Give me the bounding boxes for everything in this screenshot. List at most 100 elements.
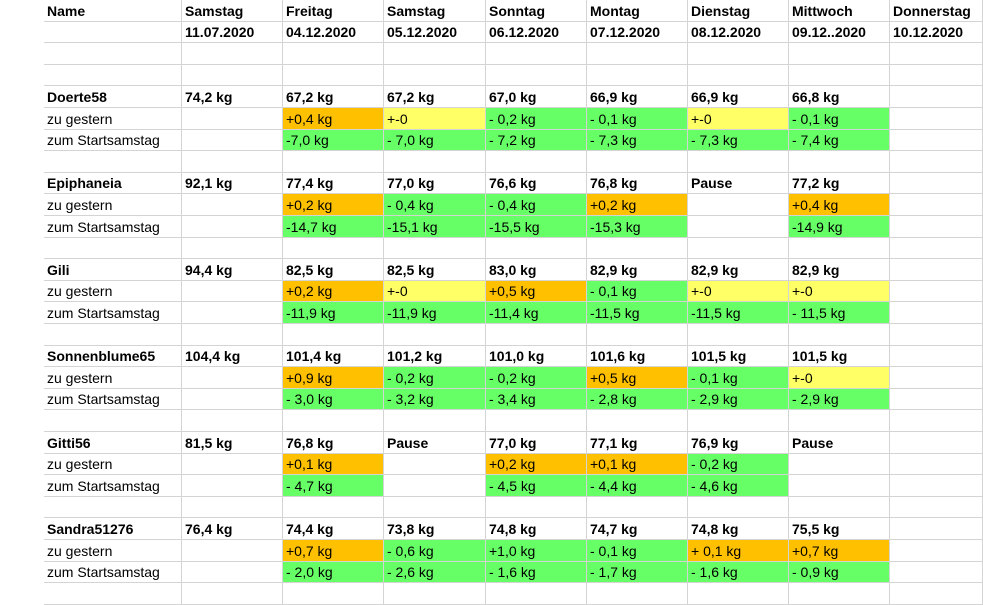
empty-cell[interactable]: [587, 151, 688, 173]
diff-yesterday[interactable]: +-0: [688, 108, 789, 130]
diff-start[interactable]: - 2,9 kg: [789, 389, 890, 410]
empty-cell[interactable]: [384, 238, 486, 259]
empty-cell[interactable]: [384, 454, 486, 475]
empty-cell[interactable]: [182, 324, 283, 346]
empty-cell[interactable]: [890, 130, 983, 151]
diff-yesterday[interactable]: + 0,1 kg: [688, 540, 789, 562]
daily-weight[interactable]: 101,4 kg: [283, 346, 384, 367]
diff-start[interactable]: - 1,6 kg: [688, 562, 789, 583]
empty-cell[interactable]: [688, 194, 789, 216]
daily-weight[interactable]: 101,5 kg: [789, 346, 890, 367]
daily-weight[interactable]: 74,4 kg: [283, 518, 384, 540]
daily-weight[interactable]: 76,9 kg: [688, 432, 789, 454]
daily-weight[interactable]: 82,5 kg: [384, 259, 486, 281]
diff-start[interactable]: - 4,6 kg: [688, 475, 789, 497]
row-label-zum-start[interactable]: zum Startsamstag: [44, 562, 182, 583]
header-weekday[interactable]: Montag: [587, 0, 688, 22]
daily-weight[interactable]: 74,8 kg: [486, 518, 587, 540]
daily-weight[interactable]: 101,2 kg: [384, 346, 486, 367]
diff-yesterday[interactable]: +0,2 kg: [283, 194, 384, 216]
empty-cell[interactable]: [283, 65, 384, 86]
diff-start[interactable]: -11,9 kg: [384, 302, 486, 324]
diff-yesterday[interactable]: - 0,4 kg: [384, 194, 486, 216]
empty-cell[interactable]: [182, 108, 283, 130]
empty-cell[interactable]: [182, 497, 283, 518]
start-weight[interactable]: 74,2 kg: [182, 86, 283, 108]
empty-cell[interactable]: [44, 324, 182, 346]
empty-cell[interactable]: [182, 562, 283, 583]
diff-start[interactable]: - 1,7 kg: [587, 562, 688, 583]
empty-cell[interactable]: [688, 324, 789, 346]
empty-cell[interactable]: [789, 43, 890, 65]
empty-cell[interactable]: [789, 410, 890, 432]
diff-start[interactable]: - 4,5 kg: [486, 475, 587, 497]
empty-cell[interactable]: [283, 151, 384, 173]
diff-yesterday[interactable]: - 0,1 kg: [587, 540, 688, 562]
empty-cell[interactable]: [44, 497, 182, 518]
diff-start[interactable]: -7,0 kg: [283, 130, 384, 151]
empty-cell[interactable]: [182, 216, 283, 238]
diff-start[interactable]: -11,5 kg: [688, 302, 789, 324]
daily-weight[interactable]: 77,0 kg: [486, 432, 587, 454]
row-label-zum-start[interactable]: zum Startsamstag: [44, 302, 182, 324]
daily-weight[interactable]: 82,9 kg: [688, 259, 789, 281]
diff-yesterday[interactable]: - 0,4 kg: [486, 194, 587, 216]
empty-cell[interactable]: [789, 583, 890, 605]
empty-cell[interactable]: [789, 65, 890, 86]
diff-yesterday[interactable]: - 0,1 kg: [789, 108, 890, 130]
empty-cell[interactable]: [182, 454, 283, 475]
daily-weight[interactable]: 82,9 kg: [789, 259, 890, 281]
diff-start[interactable]: - 3,2 kg: [384, 389, 486, 410]
empty-cell[interactable]: [890, 238, 983, 259]
header-date[interactable]: 08.12.2020: [688, 22, 789, 43]
empty-cell[interactable]: [890, 518, 983, 540]
diff-yesterday[interactable]: - 0,1 kg: [587, 108, 688, 130]
diff-start[interactable]: - 7,2 kg: [486, 130, 587, 151]
diff-yesterday[interactable]: +0,5 kg: [486, 281, 587, 302]
empty-cell[interactable]: [890, 497, 983, 518]
diff-yesterday[interactable]: +0,1 kg: [587, 454, 688, 475]
diff-start[interactable]: -11,4 kg: [486, 302, 587, 324]
empty-cell[interactable]: [587, 324, 688, 346]
daily-weight[interactable]: 66,8 kg: [789, 86, 890, 108]
daily-weight[interactable]: 67,0 kg: [486, 86, 587, 108]
empty-cell[interactable]: [789, 151, 890, 173]
diff-start[interactable]: -15,3 kg: [587, 216, 688, 238]
empty-cell[interactable]: [182, 302, 283, 324]
header-weekday[interactable]: Mittwoch: [789, 0, 890, 22]
person-name[interactable]: Gitti56: [44, 432, 182, 454]
empty-cell[interactable]: [789, 497, 890, 518]
daily-weight[interactable]: Pause: [789, 432, 890, 454]
diff-start[interactable]: - 7,3 kg: [587, 130, 688, 151]
empty-cell[interactable]: [182, 367, 283, 389]
person-name[interactable]: Epiphaneia: [44, 173, 182, 194]
daily-weight[interactable]: 77,0 kg: [384, 173, 486, 194]
diff-yesterday[interactable]: +0,4 kg: [789, 194, 890, 216]
diff-yesterday[interactable]: - 0,2 kg: [486, 367, 587, 389]
daily-weight[interactable]: 66,9 kg: [587, 86, 688, 108]
empty-cell[interactable]: [182, 540, 283, 562]
empty-cell[interactable]: [890, 346, 983, 367]
empty-cell[interactable]: [587, 238, 688, 259]
start-weight[interactable]: 104,4 kg: [182, 346, 283, 367]
empty-cell[interactable]: [384, 475, 486, 497]
empty-cell[interactable]: [587, 410, 688, 432]
empty-cell[interactable]: [486, 43, 587, 65]
empty-cell[interactable]: [587, 497, 688, 518]
person-name[interactable]: Gili: [44, 259, 182, 281]
diff-start[interactable]: - 1,6 kg: [486, 562, 587, 583]
diff-start[interactable]: -15,5 kg: [486, 216, 587, 238]
daily-weight[interactable]: 67,2 kg: [283, 86, 384, 108]
header-weekday[interactable]: Sonntag: [486, 0, 587, 22]
diff-start[interactable]: -11,5 kg: [587, 302, 688, 324]
empty-cell[interactable]: [890, 65, 983, 86]
empty-cell[interactable]: [688, 238, 789, 259]
row-label-zum-start[interactable]: zum Startsamstag: [44, 216, 182, 238]
empty-cell[interactable]: [182, 389, 283, 410]
diff-yesterday[interactable]: +0,7 kg: [789, 540, 890, 562]
row-label-zum-start[interactable]: zum Startsamstag: [44, 475, 182, 497]
empty-cell[interactable]: [182, 151, 283, 173]
empty-cell[interactable]: [890, 475, 983, 497]
empty-cell[interactable]: [890, 432, 983, 454]
diff-yesterday[interactable]: - 0,1 kg: [688, 367, 789, 389]
